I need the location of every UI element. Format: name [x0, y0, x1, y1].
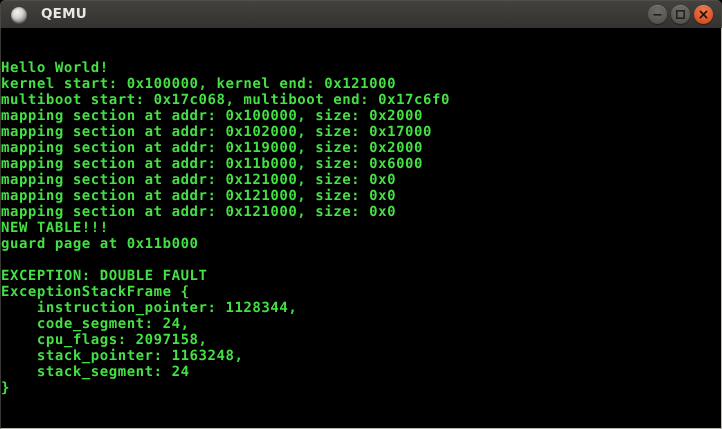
terminal-line: stack_segment: 24 [1, 364, 190, 380]
qemu-circle-icon [11, 6, 27, 23]
terminal-line: multiboot start: 0x17c068, multiboot end… [1, 92, 450, 108]
terminal-line: code_segment: 24, [1, 316, 190, 332]
terminal-line: instruction_pointer: 1128344, [1, 300, 298, 316]
terminal-line: guard page at 0x11b000 [1, 236, 199, 252]
minimize-button[interactable] [648, 5, 667, 24]
maximize-button[interactable] [671, 5, 690, 24]
terminal-line: mapping section at addr: 0x119000, size:… [1, 140, 423, 156]
terminal-line: kernel start: 0x100000, kernel end: 0x12… [1, 76, 397, 92]
terminal-line: Hello World! [1, 60, 109, 76]
window-title: QEMU [41, 5, 87, 22]
terminal-line [1, 44, 721, 60]
minimize-icon [653, 14, 662, 16]
terminal-line: EXCEPTION: DOUBLE FAULT [1, 268, 208, 284]
terminal-text-buffer: Hello World! kernel start: 0x100000, kern… [1, 28, 721, 396]
close-icon [699, 10, 708, 19]
terminal-line: ExceptionStackFrame { [1, 284, 190, 300]
terminal-line: mapping section at addr: 0x121000, size:… [1, 204, 397, 220]
terminal-line [1, 28, 721, 44]
window-controls [648, 5, 715, 24]
terminal-line: mapping section at addr: 0x121000, size:… [1, 188, 397, 204]
terminal-line: mapping section at addr: 0x102000, size:… [1, 124, 432, 140]
terminal-line [1, 252, 721, 268]
terminal-line: NEW TABLE!!! [1, 220, 109, 236]
maximize-icon [676, 10, 685, 19]
terminal-line: cpu_flags: 2097158, [1, 332, 208, 348]
qemu-terminal-display[interactable]: Hello World! kernel start: 0x100000, kern… [0, 28, 722, 429]
terminal-line: stack_pointer: 1163248, [1, 348, 244, 364]
terminal-line: mapping section at addr: 0x121000, size:… [1, 172, 397, 188]
close-button[interactable] [694, 5, 713, 24]
terminal-line: mapping section at addr: 0x100000, size:… [1, 108, 423, 124]
terminal-line: } [1, 380, 10, 396]
window-titlebar[interactable]: QEMU [0, 0, 722, 28]
terminal-line: mapping section at addr: 0x11b000, size:… [1, 156, 423, 172]
